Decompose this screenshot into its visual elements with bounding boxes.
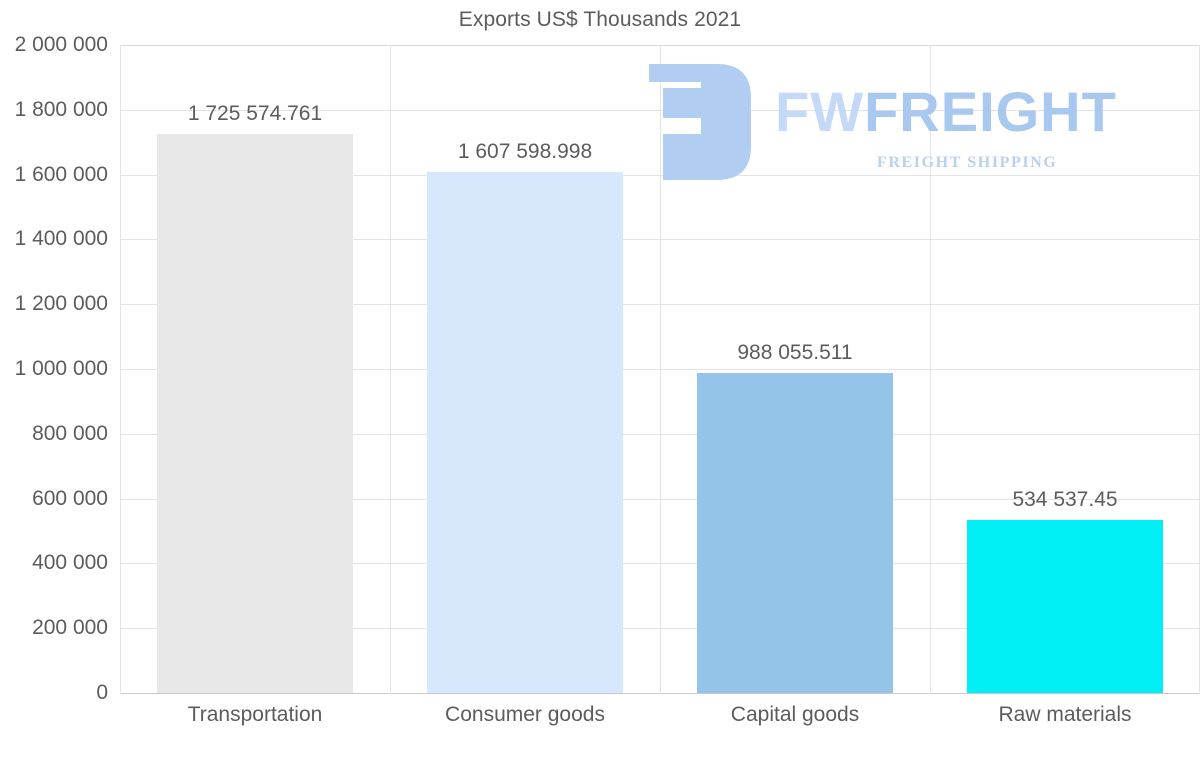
bar-value-label: 988 055.511 — [737, 340, 853, 364]
x-tick-label: Raw materials — [998, 703, 1132, 726]
bar[interactable] — [427, 172, 623, 693]
bar[interactable] — [967, 519, 1163, 693]
gridline-vertical — [930, 45, 931, 694]
y-tick-label: 600 000 — [32, 486, 108, 510]
plot-area — [120, 45, 1200, 694]
x-tick-label: Transportation — [187, 703, 323, 726]
gridline-vertical — [660, 45, 661, 694]
gridline-vertical — [120, 45, 121, 694]
bar[interactable] — [157, 133, 353, 693]
y-tick-label: 1 800 000 — [14, 97, 108, 121]
y-tick-label: 1 200 000 — [14, 292, 108, 316]
x-tick-label: Capital goods — [730, 703, 860, 726]
bar-value-label: 1 607 598.998 — [457, 140, 593, 164]
y-tick-label: 400 000 — [32, 551, 108, 575]
x-tick-label: Consumer goods — [445, 703, 605, 726]
y-tick-label: 800 000 — [32, 421, 108, 445]
bar-value-label: 1 725 574.761 — [187, 101, 323, 125]
y-tick-label: 2 000 000 — [14, 33, 108, 56]
chart-title: Exports US$ Thousands 2021 — [458, 8, 742, 31]
gridline-vertical — [390, 45, 391, 694]
bar[interactable] — [697, 372, 893, 693]
y-tick-label: 1 000 000 — [14, 357, 108, 380]
bar-value-label: 534 537.45 — [1012, 487, 1118, 511]
y-tick-label: 1 400 000 — [14, 227, 108, 251]
y-tick-label: 0 — [96, 681, 108, 704]
y-tick-label: 1 600 000 — [14, 162, 108, 186]
y-tick-label: 200 000 — [32, 616, 108, 640]
